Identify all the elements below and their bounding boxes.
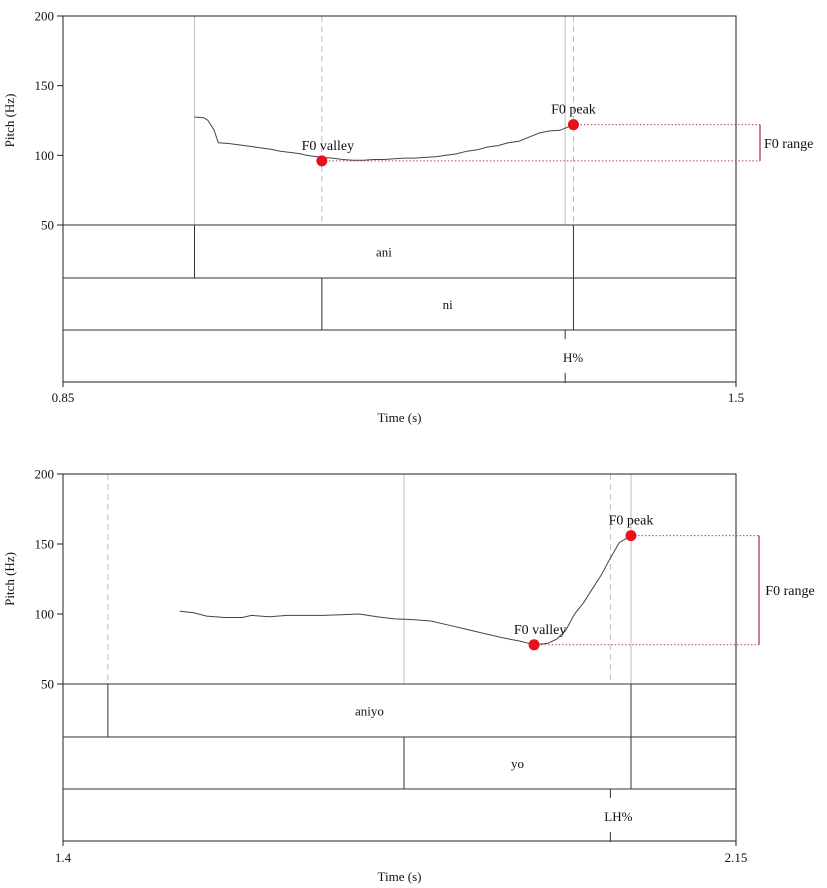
f0-peak-point bbox=[625, 530, 637, 542]
x-tick-label: 0.85 bbox=[52, 390, 75, 405]
tier-interval-label: ani bbox=[376, 245, 392, 260]
tier-interval-label: aniyo bbox=[355, 704, 384, 719]
f0-valley-label: F0 valley bbox=[514, 623, 567, 638]
y-tick-label: 150 bbox=[35, 537, 55, 552]
y-tick-label: 200 bbox=[35, 467, 55, 482]
plot-frame bbox=[62, 473, 737, 842]
x-axis-label: Time (s) bbox=[378, 869, 422, 884]
y-tick-label: 200 bbox=[35, 9, 55, 24]
tier-interval-label: yo bbox=[511, 756, 524, 771]
tier-interval-label: ni bbox=[443, 297, 454, 312]
f0-valley-point bbox=[316, 155, 328, 167]
pitch-contour-line bbox=[179, 535, 632, 646]
f0-valley-point bbox=[528, 639, 540, 651]
x-axis-label: Time (s) bbox=[378, 410, 422, 425]
tier-point-label: H% bbox=[563, 350, 583, 365]
tier-point-label: LH% bbox=[604, 809, 632, 824]
f0-valley-label: F0 valley bbox=[302, 139, 355, 154]
y-tick-label: 50 bbox=[41, 218, 54, 233]
y-tick-label: 100 bbox=[35, 148, 55, 163]
x-tick-label: 1.4 bbox=[55, 850, 72, 865]
f0-peak-point bbox=[567, 119, 579, 131]
y-tick-label: 150 bbox=[35, 78, 55, 93]
range-label: F0 range bbox=[764, 137, 813, 152]
pitch-contour-line bbox=[194, 116, 574, 161]
y-tick-label: 50 bbox=[41, 677, 54, 692]
y-axis-label: Pitch (Hz) bbox=[2, 94, 17, 148]
x-tick-label: 2.15 bbox=[725, 850, 748, 865]
y-axis-label: Pitch (Hz) bbox=[2, 552, 17, 606]
y-tick-label: 100 bbox=[35, 607, 55, 622]
chart-panel-bottom: 200 150 100 50 1.4 2.15 Time (s) Pitch (Hz) F0 r… bbox=[2, 467, 815, 885]
f0-peak-label: F0 peak bbox=[609, 514, 654, 529]
range-label: F0 range bbox=[765, 584, 814, 599]
plot-frame bbox=[62, 15, 737, 383]
chart-panel-top: 200 150 100 50 0.85 1.5 Time (s) Pitch (Hz) F0 r… bbox=[2, 9, 813, 426]
x-tick-label: 1.5 bbox=[728, 390, 744, 405]
f0-peak-label: F0 peak bbox=[551, 103, 596, 118]
